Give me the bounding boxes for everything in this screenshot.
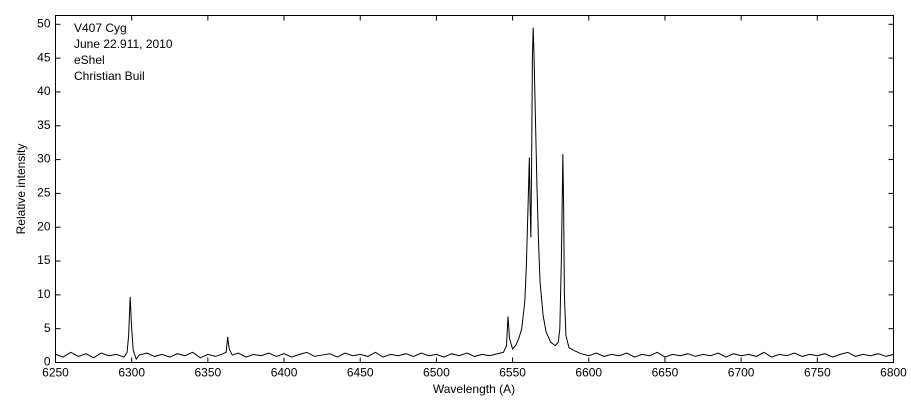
y-tick-label: 45 <box>37 50 51 64</box>
x-tick-label: 6450 <box>347 366 374 380</box>
x-tick-label: 6550 <box>499 366 526 380</box>
spectrum-line <box>55 27 894 361</box>
y-tick-label: 10 <box>37 287 51 301</box>
y-tick-label: 40 <box>37 84 51 98</box>
annotation: eShel <box>74 53 105 67</box>
y-tick-label: 5 <box>44 321 51 335</box>
x-tick-label: 6250 <box>42 366 69 380</box>
x-tick-label: 6800 <box>880 366 907 380</box>
y-tick-label: 35 <box>37 118 51 132</box>
x-tick-label: 6400 <box>271 366 298 380</box>
x-tick-label: 6650 <box>652 366 679 380</box>
y-tick-label: 25 <box>37 186 51 200</box>
y-tick-label: 0 <box>44 355 51 369</box>
y-tick-label: 20 <box>37 219 51 233</box>
x-axis-label: Wavelength (A) <box>433 382 515 396</box>
x-tick-label: 6700 <box>728 366 755 380</box>
x-tick-label: 6600 <box>575 366 602 380</box>
y-tick-label: 50 <box>37 16 51 30</box>
x-tick-label: 6350 <box>195 366 222 380</box>
annotation: V407 Cyg <box>74 21 127 35</box>
plot-area <box>55 15 894 363</box>
annotation: June 22.911, 2010 <box>74 37 173 51</box>
y-tick-label: 30 <box>37 152 51 166</box>
x-tick-label: 6500 <box>423 366 450 380</box>
x-tick-label: 6300 <box>118 366 145 380</box>
y-tick-label: 15 <box>37 253 51 267</box>
x-tick-label: 6750 <box>804 366 831 380</box>
annotation: Christian Buil <box>74 69 145 83</box>
y-axis-label: Relative intensity <box>14 144 28 235</box>
